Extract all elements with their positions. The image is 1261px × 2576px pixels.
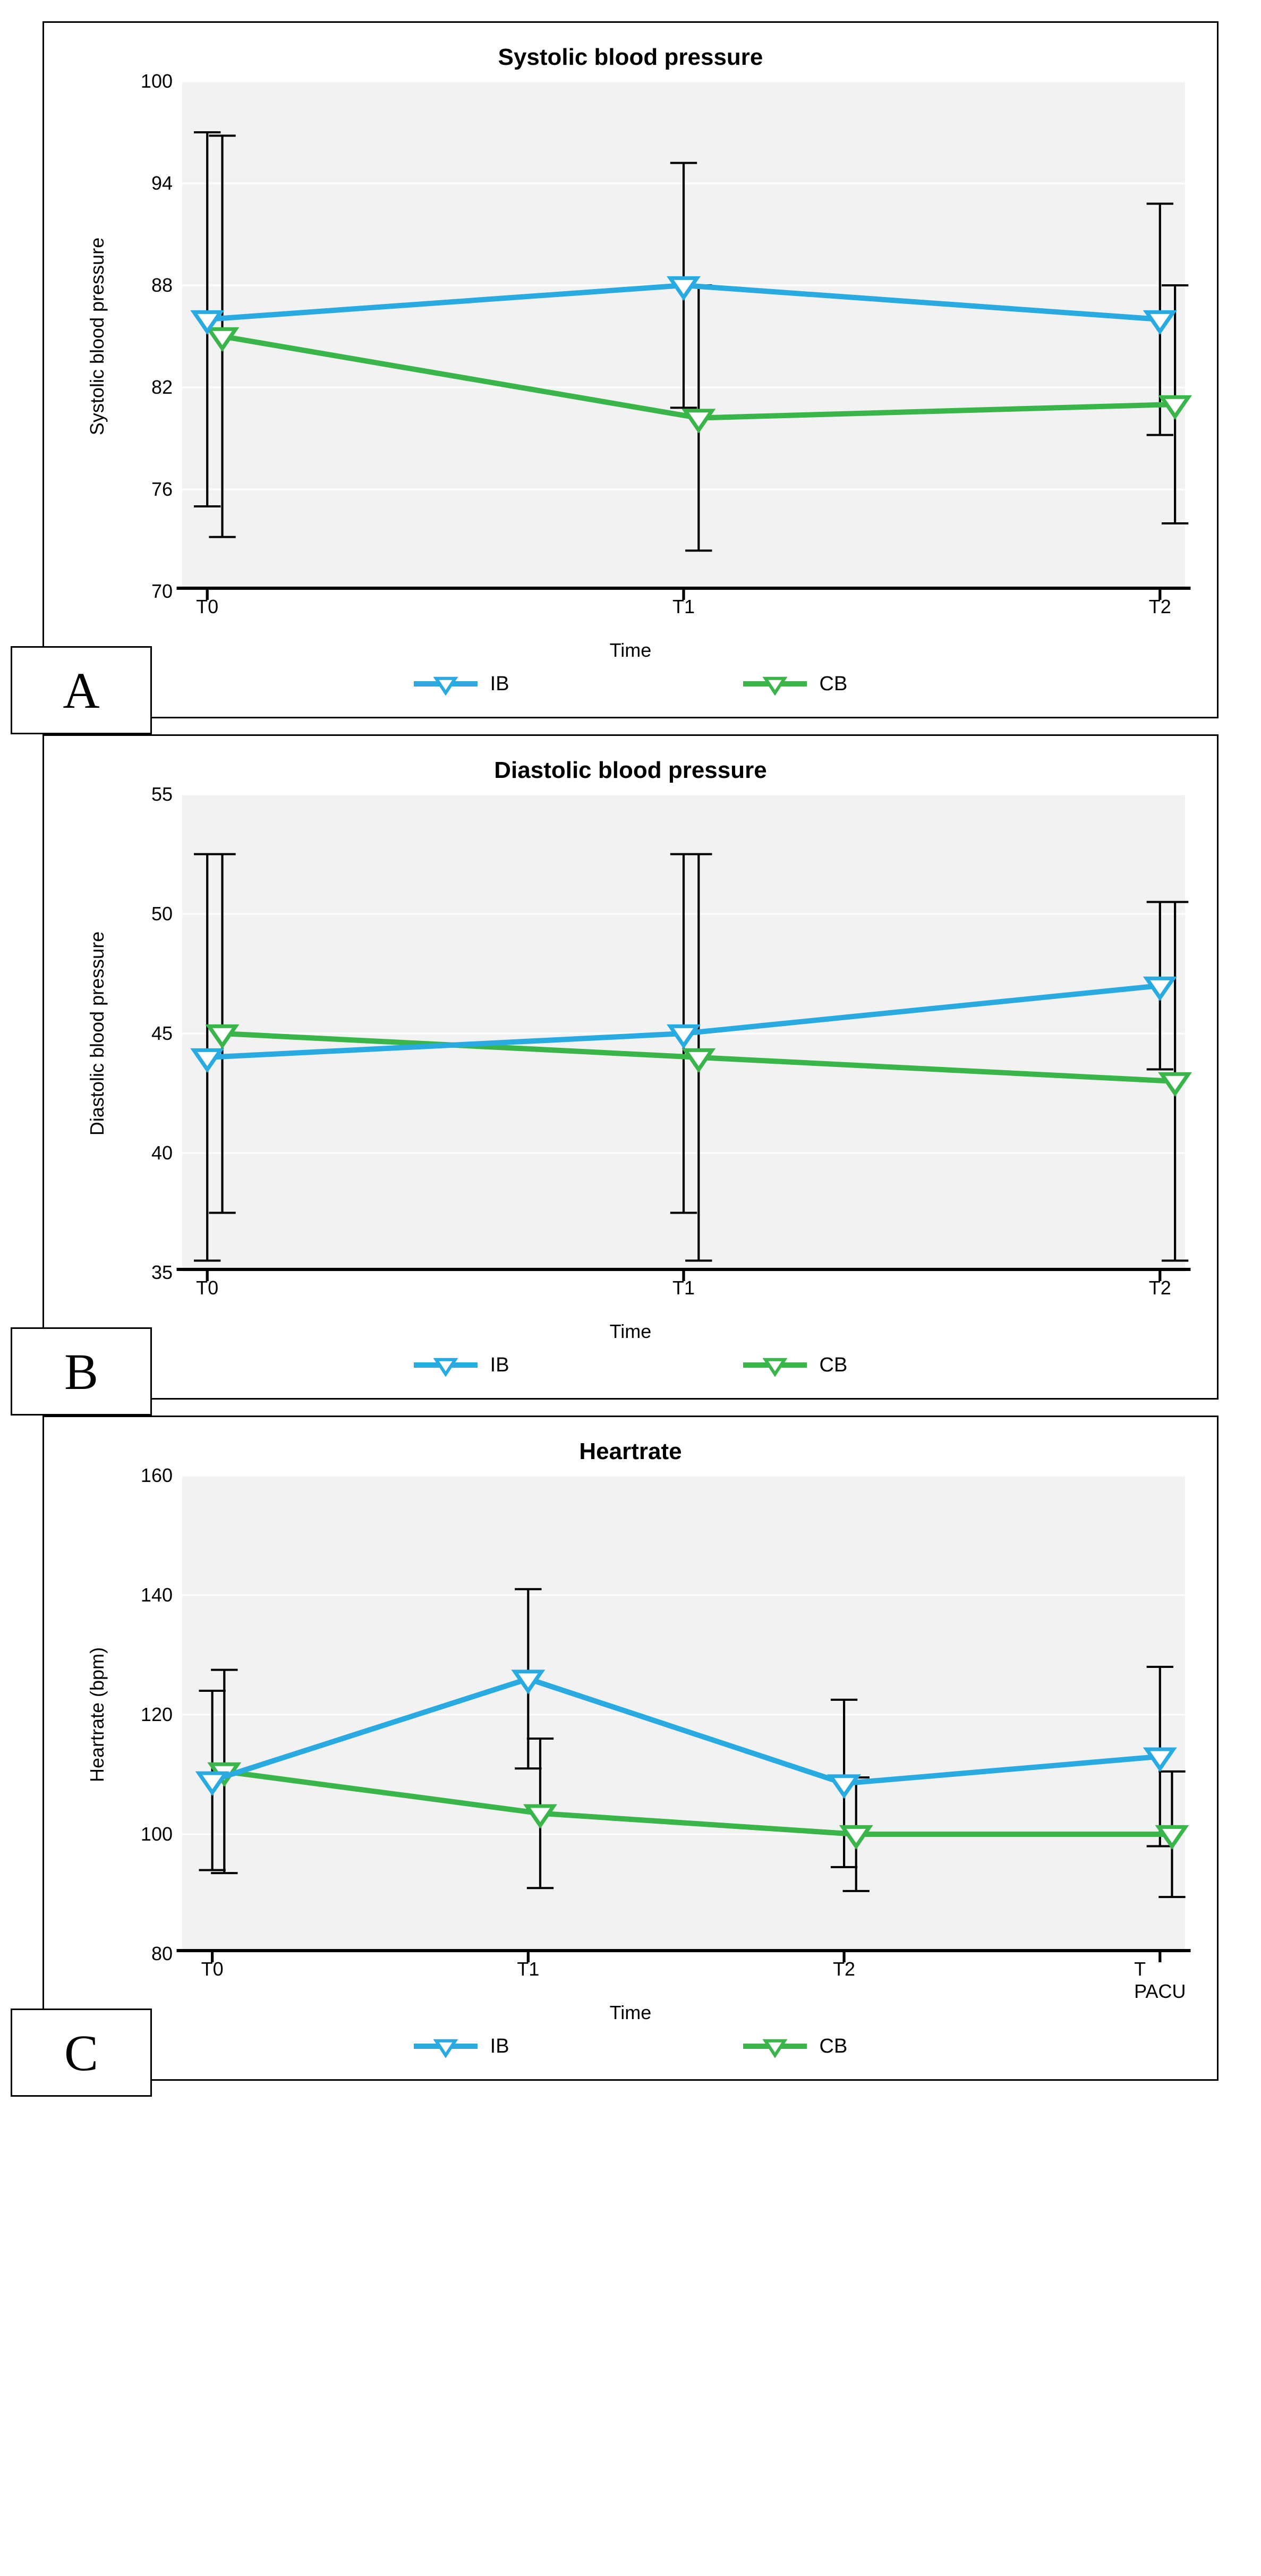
plot-area <box>182 1476 1185 1954</box>
legend-marker-icon <box>743 2035 807 2058</box>
y-tick-cell: 80100120140160 <box>118 1476 182 1954</box>
y-tick-label: 100 <box>141 70 173 92</box>
y-tick-label: 100 <box>141 1823 173 1845</box>
y-tick-label: 70 <box>151 580 173 603</box>
y-axis-label: Diastolic blood pressure <box>86 931 108 1136</box>
plot-area <box>182 81 1185 591</box>
y-tick-label: 160 <box>141 1464 173 1487</box>
chart-title: Heartrate <box>76 1438 1185 1465</box>
plot-row: Systolic blood pressure7076828894100 <box>76 81 1185 591</box>
y-axis-label-cell: Diastolic blood pressure <box>76 794 118 1273</box>
legend-marker-icon <box>414 2035 478 2058</box>
x-tick-row: T0 T1 T2 <box>182 591 1185 623</box>
legend-marker-icon <box>414 672 478 696</box>
y-tick-cell: 3540455055 <box>118 794 182 1273</box>
y-tick-label: 50 <box>151 903 173 925</box>
series-line <box>212 1679 1160 1784</box>
series-marker <box>194 1050 220 1069</box>
x-tick-label: T PACU <box>1134 1958 1186 2003</box>
series-marker <box>1147 312 1173 331</box>
y-axis-label: Systolic blood pressure <box>86 238 108 435</box>
legend-label: IB <box>490 2035 509 2058</box>
panel-label: C <box>11 2009 152 2097</box>
plot-area <box>182 794 1185 1273</box>
legend-marker-icon <box>743 672 807 696</box>
legend-item-cb: CB <box>743 1353 848 1377</box>
legend-label: CB <box>820 1354 848 1377</box>
x-axis-label: Time <box>76 1320 1185 1343</box>
y-tick-label: 35 <box>151 1261 173 1284</box>
chart-panel: Heartrate Heartrate (bpm) 80 100 120 140 160 T0… <box>42 1416 1219 2081</box>
plot-row: Diastolic blood pressure3540455055 <box>76 794 1185 1273</box>
y-axis-label: Heartrate (bpm) <box>86 1647 108 1782</box>
x-tick-label: T2 <box>1149 1277 1171 1299</box>
x-tick-row: T0 T1 T2 <box>182 1273 1185 1304</box>
legend-item-cb: CB <box>743 672 848 696</box>
x-tick-row: T0T1T2T PACU <box>182 1954 1185 1986</box>
x-tick-label: T2 <box>833 1958 855 1980</box>
x-tick-label: T0 <box>196 596 218 618</box>
series-line <box>224 1772 1172 1834</box>
plot-row: Heartrate (bpm)80100120140160 <box>76 1476 1185 1954</box>
y-tick-label: 82 <box>151 376 173 399</box>
chart-legend: IB CB <box>76 2029 1185 2063</box>
legend-marker-icon <box>743 1353 807 1377</box>
chart-legend: IB CB <box>76 1348 1185 1382</box>
y-tick-label: 140 <box>141 1584 173 1606</box>
y-tick-label: 80 <box>151 1943 173 1965</box>
series-marker <box>685 411 712 430</box>
x-tick-label: T1 <box>672 596 695 618</box>
chart-legend: IB CB <box>76 667 1185 701</box>
y-axis-label-cell: Systolic blood pressure <box>76 81 118 591</box>
chart-title: Diastolic blood pressure <box>76 757 1185 784</box>
legend-marker-icon <box>414 1353 478 1377</box>
chart-panel: Systolic blood pressure Systolic blood pr… <box>42 21 1219 718</box>
panel-wrap-A: Systolic blood pressure Systolic blood pr… <box>42 21 1219 718</box>
x-axis-label: Time <box>76 639 1185 662</box>
panel-wrap-B: Diastolic blood pressure Diastolic blood … <box>42 734 1219 1400</box>
legend-label: IB <box>490 673 509 696</box>
legend-item-ib: IB <box>414 672 509 696</box>
y-tick-label: 120 <box>141 1704 173 1726</box>
y-axis-label-cell: Heartrate (bpm) <box>76 1476 118 1954</box>
panel-label: A <box>11 646 152 734</box>
x-tick-label: T2 <box>1149 596 1171 618</box>
series-marker <box>1162 1074 1188 1093</box>
x-tick-label: T0 <box>196 1277 218 1299</box>
series-marker <box>831 1776 857 1795</box>
y-tick-cell: 7076828894100 <box>118 81 182 591</box>
y-tick-label: 45 <box>151 1022 173 1045</box>
legend-label: CB <box>820 2035 848 2058</box>
x-tick-label: T1 <box>672 1277 695 1299</box>
chart-title: Systolic blood pressure <box>76 44 1185 71</box>
panel-label: B <box>11 1327 152 1416</box>
chart-panel: Diastolic blood pressure Diastolic blood … <box>42 734 1219 1400</box>
legend-item-cb: CB <box>743 2035 848 2058</box>
x-axis-label: Time <box>76 2002 1185 2024</box>
legend-label: IB <box>490 1354 509 1377</box>
legend-item-ib: IB <box>414 1353 509 1377</box>
panel-wrap-C: Heartrate Heartrate (bpm) 80 100 120 140 160 T0… <box>42 1416 1219 2081</box>
x-tick-label: T0 <box>201 1958 224 1980</box>
x-tick-label: T1 <box>517 1958 539 1980</box>
y-tick-label: 40 <box>151 1142 173 1164</box>
y-tick-label: 55 <box>151 783 173 806</box>
y-tick-label: 94 <box>151 172 173 194</box>
legend-item-ib: IB <box>414 2035 509 2058</box>
legend-label: CB <box>820 673 848 696</box>
y-tick-label: 76 <box>151 478 173 501</box>
y-tick-label: 88 <box>151 274 173 296</box>
